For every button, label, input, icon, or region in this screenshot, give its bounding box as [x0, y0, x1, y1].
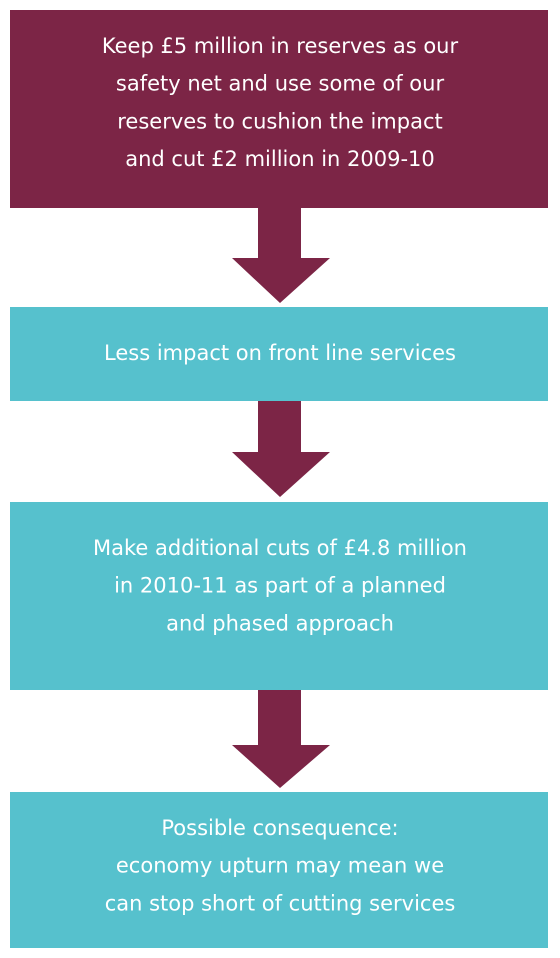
labels: Keep £5 million in reserves as our safety…: [93, 34, 467, 915]
box: [10, 10, 548, 208]
node-text: can stop short of cutting services: [105, 891, 456, 915]
node-text: Make additional cuts of £4.8 million: [93, 536, 467, 560]
node-text: and cut £2 million in 2009-10: [125, 147, 435, 171]
arrow: [232, 401, 330, 497]
node-text: safety net and use some of our: [116, 72, 445, 96]
node-text: and phased approach: [166, 611, 394, 635]
node-text: Less impact on front line services: [104, 341, 456, 365]
arrow: [232, 208, 330, 303]
node-text: Possible consequence:: [161, 816, 398, 840]
box: [10, 792, 548, 948]
node-text: Keep £5 million in reserves as our: [102, 34, 459, 58]
node-text: economy upturn may mean we: [116, 854, 444, 878]
node-text: in 2010-11 as part of a planned: [114, 574, 446, 598]
box: [10, 307, 548, 401]
box: [10, 502, 548, 690]
node-text: reserves to cushion the impact: [117, 109, 443, 133]
arrow: [232, 690, 330, 788]
